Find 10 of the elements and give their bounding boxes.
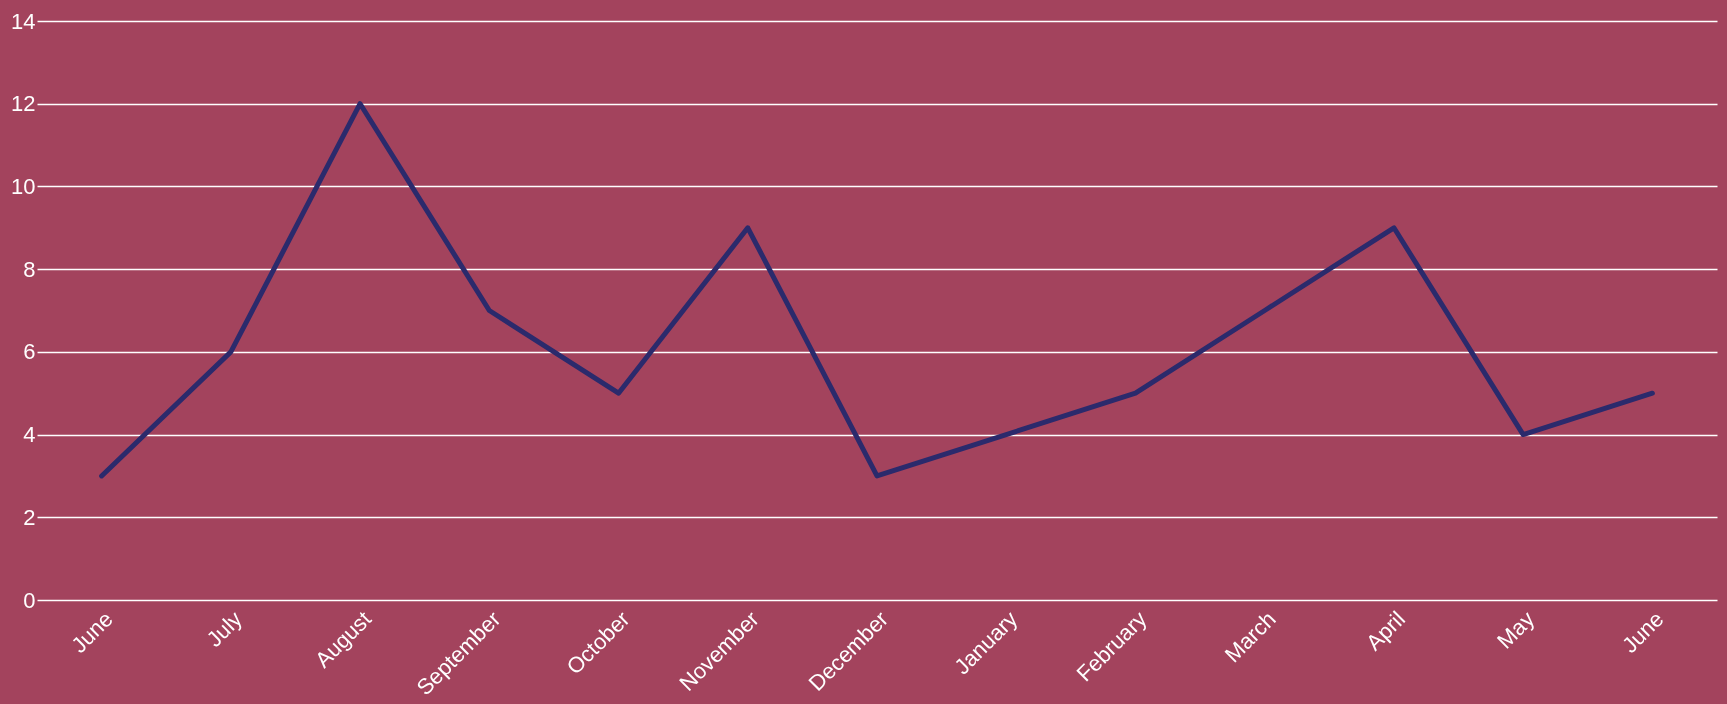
y-tick-label: 12 — [11, 91, 36, 117]
y-tick-label: 2 — [23, 504, 36, 530]
y-tick-label: 10 — [11, 173, 36, 199]
y-tick-label: 8 — [23, 256, 36, 282]
y-tick-label: 0 — [23, 587, 36, 613]
y-tick-label: 4 — [23, 422, 36, 448]
x-tick-label: May — [1492, 606, 1540, 654]
y-tick-label: 14 — [11, 8, 36, 34]
y-tick-label: 6 — [23, 339, 36, 365]
x-tick-label: July — [201, 606, 247, 652]
